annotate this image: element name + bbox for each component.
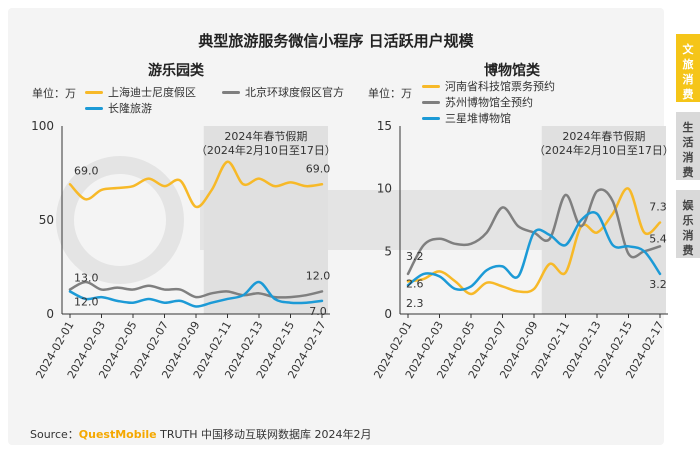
holiday-label: 2024年春节假期	[224, 129, 307, 143]
legend-swatch	[422, 100, 440, 104]
holiday-label: （2024年2月10日至17日）	[196, 143, 336, 157]
y-tick-label: 0	[46, 307, 54, 321]
series-line-1	[406, 187, 662, 296]
series-line-3	[68, 280, 324, 308]
legend-item-henan-science-museum: 河南省科技馆票务预约	[422, 78, 555, 94]
data-label: 69.0	[306, 162, 331, 175]
legend-swatch	[85, 90, 103, 94]
data-label: 3.2	[649, 278, 667, 291]
data-label: 13.0	[74, 272, 99, 285]
side-tab-label: 娱乐消费	[682, 199, 694, 257]
page-title: 典型旅游服务微信小程序 日活跃用户规模	[198, 32, 474, 50]
y-tick-label: 50	[39, 213, 54, 227]
side-tab-label: 生活消费	[682, 121, 694, 179]
data-label: 12.0	[306, 269, 331, 282]
holiday-region	[541, 126, 666, 314]
y-tick-label: 5	[384, 244, 392, 258]
legend-swatch	[422, 84, 440, 88]
holiday-label: （2024年2月10日至17日）	[534, 143, 674, 157]
side-tab-label: 文旅消费	[682, 43, 694, 101]
data-label: 69.0	[74, 164, 99, 177]
source-text: TRUTH 中国移动互联网数据库 2024年2月	[156, 428, 372, 441]
unit-label-museum: 单位：万	[368, 87, 412, 100]
holiday-label: 2024年春节假期	[562, 129, 645, 143]
legend-swatch	[422, 116, 440, 120]
legend-label: 苏州博物馆全预约	[445, 96, 533, 109]
source-brand: QuestMobile	[78, 428, 157, 441]
legend-label: 长隆旅游	[108, 102, 152, 115]
y-tick-label: 10	[377, 182, 392, 196]
legend-item-chimelong: 长隆旅游	[85, 100, 152, 116]
side-tab-cultural-tourism[interactable]: 文旅消费	[676, 34, 700, 102]
series-line-1	[68, 160, 324, 209]
y-tick-label: 100	[31, 119, 54, 133]
data-label: 3.2	[406, 250, 424, 263]
data-label: 7.3	[649, 201, 667, 214]
source-prefix: Source：	[30, 428, 79, 441]
data-label: 2.3	[406, 297, 424, 310]
data-label: 2.6	[406, 277, 424, 290]
series-line-3	[406, 210, 662, 291]
y-tick-label: 0	[384, 307, 392, 321]
legend-label: 三星堆博物馆	[445, 112, 511, 125]
data-label: 12.0	[74, 295, 99, 308]
source-note: Source：QuestMobile TRUTH 中国移动互联网数据库 2024…	[30, 426, 372, 442]
legend-swatch	[85, 106, 103, 110]
side-tab-entertainment[interactable]: 娱乐消费	[676, 190, 700, 258]
legend-label: 上海迪士尼度假区	[108, 86, 196, 99]
legend-item-sanxingdui-museum: 三星堆博物馆	[422, 110, 511, 126]
legend-swatch	[222, 90, 240, 94]
data-label: 5.4	[649, 232, 667, 245]
legend-item-suzhou-museum: 苏州博物馆全预约	[422, 94, 533, 110]
legend-item-shanghai-disney: 上海迪士尼度假区	[85, 84, 196, 100]
legend-label: 河南省科技馆票务预约	[445, 80, 555, 93]
side-tab-lifestyle[interactable]: 生活消费	[676, 112, 700, 180]
holiday-region	[203, 126, 328, 314]
legend-label: 北京环球度假区官方	[245, 86, 344, 99]
panel-title-museum: 博物馆类	[484, 63, 540, 79]
legend-item-beijing-universal: 北京环球度假区官方	[222, 84, 344, 100]
panel-title-amusement: 游乐园类	[148, 63, 204, 79]
y-tick-label: 15	[377, 119, 392, 133]
data-label: 7.0	[309, 305, 327, 318]
unit-label-amusement: 单位：万	[32, 87, 76, 100]
series-line-2	[68, 280, 324, 299]
